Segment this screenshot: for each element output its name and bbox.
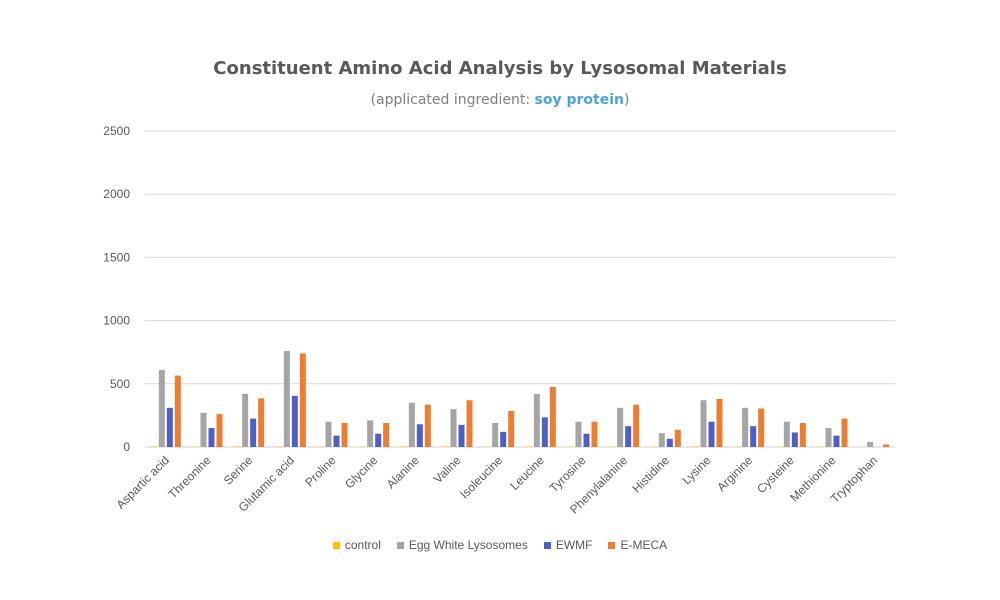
bar <box>166 407 173 447</box>
bar <box>541 417 548 447</box>
bar <box>283 350 290 447</box>
bar <box>633 404 640 447</box>
subtitle-prefix: (applicated ingredient: <box>370 92 535 108</box>
bar <box>758 408 765 447</box>
bar <box>242 393 249 447</box>
bar <box>250 418 257 447</box>
bar <box>325 421 332 447</box>
bar <box>708 421 715 447</box>
legend-label: EWMF <box>555 538 593 552</box>
bar <box>799 422 806 447</box>
bar <box>234 446 241 447</box>
subtitle-ingredient: soy protein <box>534 92 624 108</box>
x-tick-label: Aspartic acid <box>113 453 171 511</box>
x-tick-label: Glycine <box>342 453 380 491</box>
bar <box>258 398 265 447</box>
bar <box>833 435 840 447</box>
x-tick-label: Proline <box>302 453 339 490</box>
legend-swatch <box>396 541 404 549</box>
legend-item: E-MECA <box>608 538 667 552</box>
x-tick-label: Alanine <box>384 453 422 491</box>
bar <box>591 421 598 447</box>
bar <box>783 421 790 447</box>
x-tick-label: Serine <box>221 453 256 488</box>
bar <box>158 369 165 447</box>
bar <box>299 353 306 447</box>
bar <box>583 433 590 447</box>
y-tick-label: 2000 <box>103 187 130 201</box>
bar <box>791 432 798 447</box>
bar <box>424 404 431 447</box>
bar <box>341 422 348 447</box>
bar <box>742 407 749 447</box>
chart-subtitle: (applicated ingredient: soy protein) <box>0 92 1000 108</box>
bar <box>716 398 723 447</box>
bar <box>174 375 181 447</box>
bar <box>533 393 540 447</box>
chart-legend: control Egg White Lysosomes EWMF E-MECA <box>0 538 1000 552</box>
bar <box>867 441 874 447</box>
x-tick-label: Leucine <box>507 453 547 493</box>
y-tick-label: 1000 <box>103 314 130 328</box>
legend-swatch <box>543 541 551 549</box>
x-tick-label: Arginine <box>714 453 755 494</box>
bar <box>575 421 582 447</box>
y-tick-label: 1500 <box>103 250 130 264</box>
bar <box>525 446 532 447</box>
bar <box>200 412 207 447</box>
bar <box>408 402 415 447</box>
bar <box>549 386 556 447</box>
bar <box>291 395 298 447</box>
chart-title: Constituent Amino Acid Analysis by Lysos… <box>213 58 787 79</box>
legend-label: Egg White Lysosomes <box>408 538 528 552</box>
bar <box>400 446 407 447</box>
y-tick-label: 2500 <box>103 124 130 138</box>
legend-swatch <box>608 541 616 549</box>
bar <box>666 438 673 447</box>
x-tick-label: Isoleucine <box>457 453 505 501</box>
bar <box>674 429 681 447</box>
bar <box>150 446 157 447</box>
bar <box>367 420 374 447</box>
legend-item: Egg White Lysosomes <box>396 538 528 552</box>
x-tick-label: Tyrosine <box>547 453 589 495</box>
bar <box>700 400 707 447</box>
bar <box>442 446 449 447</box>
y-tick-label: 500 <box>110 377 130 391</box>
x-tick-label: Histidine <box>630 453 673 496</box>
bar <box>466 400 473 447</box>
bar <box>883 444 890 447</box>
legend-label: E-MECA <box>620 538 668 552</box>
bar <box>750 426 757 447</box>
legend-item: EWMF <box>543 538 593 552</box>
legend-label: control <box>344 538 381 552</box>
bar <box>825 428 832 447</box>
bar <box>500 431 507 447</box>
bar <box>692 446 699 447</box>
x-tick-label: Lysine <box>680 453 714 487</box>
bar <box>841 418 848 447</box>
x-tick-label: Threonine <box>166 453 214 501</box>
y-tick-label: 0 <box>123 440 130 454</box>
bar <box>208 428 215 447</box>
bar <box>492 422 499 447</box>
bar <box>333 435 340 447</box>
bar <box>508 410 515 447</box>
legend-item: control <box>332 538 381 552</box>
bar <box>216 414 223 447</box>
bar <box>458 424 465 447</box>
bar <box>617 407 624 447</box>
x-tick-label: Valine <box>431 453 464 486</box>
bar <box>450 409 457 447</box>
bar <box>375 433 382 447</box>
bar <box>383 422 390 447</box>
bar <box>416 424 423 447</box>
subtitle-suffix: ) <box>623 92 630 108</box>
bar <box>275 446 282 447</box>
bar <box>658 433 665 447</box>
legend-swatch <box>332 541 340 549</box>
bar <box>625 426 632 447</box>
x-tick-label: Cysteine <box>754 453 797 496</box>
